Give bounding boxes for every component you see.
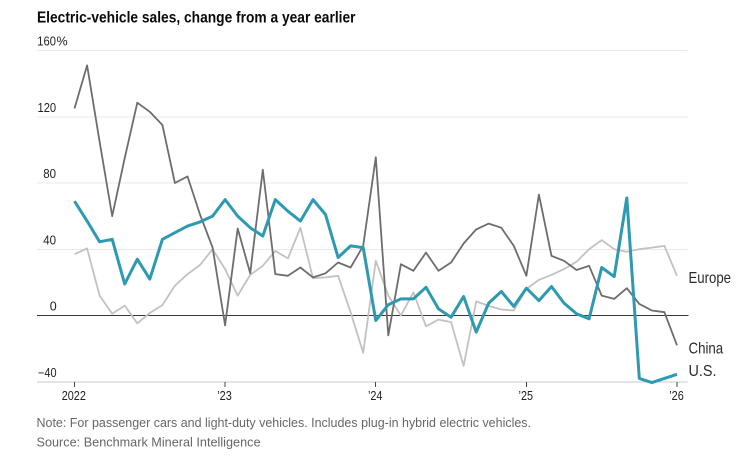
svg-text:Europe: Europe — [689, 270, 732, 287]
svg-text:China: China — [689, 341, 724, 358]
svg-text:Note: For passenger cars and l: Note: For passenger cars and light-duty … — [37, 415, 532, 430]
svg-text:−40: −40 — [38, 366, 57, 380]
svg-text:’25: ’25 — [519, 389, 534, 403]
svg-text:120: 120 — [38, 101, 57, 115]
svg-text:160: 160 — [37, 35, 56, 49]
svg-text:Source: Benchmark Mineral Inte: Source: Benchmark Mineral Intelligence — [37, 434, 261, 449]
svg-text:Electric-vehicle sales, change: Electric-vehicle sales, change from a ye… — [37, 10, 356, 27]
svg-text:’24: ’24 — [368, 389, 383, 403]
svg-text:2022: 2022 — [62, 389, 86, 403]
svg-text:0: 0 — [50, 300, 57, 314]
svg-text:’26: ’26 — [669, 389, 684, 403]
svg-text:%: % — [57, 35, 68, 49]
svg-text:’23: ’23 — [217, 389, 232, 403]
svg-text:U.S.: U.S. — [689, 363, 717, 380]
svg-text:80: 80 — [43, 167, 56, 181]
svg-text:40: 40 — [43, 233, 56, 247]
